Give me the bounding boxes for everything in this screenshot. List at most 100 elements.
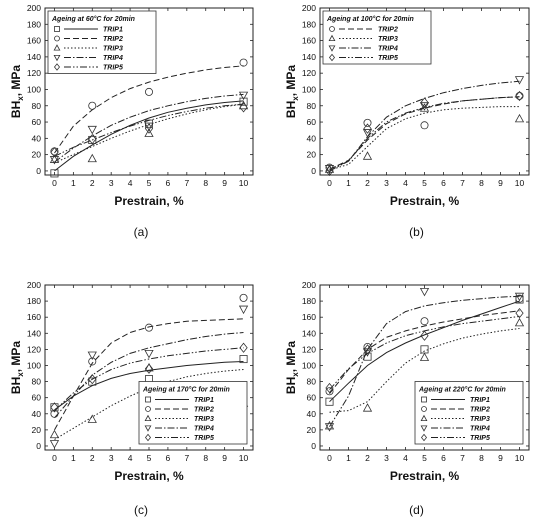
- y-tick-label: 160: [27, 312, 41, 322]
- data-point-trip5: [50, 402, 59, 413]
- y-tick-label: 20: [32, 150, 42, 160]
- x-tick-label: 0: [52, 178, 57, 188]
- x-tick-label: 5: [147, 178, 152, 188]
- x-tick-label: 9: [498, 178, 503, 188]
- y-tick-label: 200: [302, 280, 316, 290]
- x-tick-label: 10: [515, 453, 525, 463]
- data-point-trip4: [514, 292, 525, 302]
- data-point-trip1: [239, 97, 248, 106]
- panel-label: (c): [134, 503, 148, 517]
- data-point-trip5: [88, 374, 97, 385]
- y-tick-label: 40: [307, 133, 317, 143]
- fit-line-trip3: [329, 328, 520, 413]
- data-point-trip3: [419, 103, 430, 112]
- legend-label-trip1: TRIP1: [194, 397, 214, 404]
- legend-box: [414, 381, 524, 445]
- chart-panel-1: 0 20 40 60 80 100 120 140 160 180 200 0 1 2 3 4 5 6 7 8 9 10 P…: [9, 3, 254, 239]
- chart-panel-4: 0 20 40 60 80 100 120 140 160 180 200 0 1 2 3 4 5 6 7 8 9 10 P…: [284, 280, 530, 517]
- x-tick-label: 1: [346, 453, 351, 463]
- data-point-trip2: [515, 294, 524, 303]
- y-tick-label: 120: [27, 344, 41, 354]
- legend-marker-trip5: [420, 433, 428, 442]
- y-tick-label: 0: [311, 441, 316, 451]
- data-point-trip3: [362, 403, 373, 412]
- data-point-trip1: [239, 355, 248, 364]
- y-tick-label: 140: [27, 52, 41, 62]
- x-tick-label: 3: [384, 453, 389, 463]
- y-tick-label: 100: [302, 360, 316, 370]
- data-point-trip3: [144, 362, 154, 372]
- legend-label-trip2: TRIP2: [103, 36, 123, 43]
- data-point-trip2: [239, 293, 248, 302]
- y-tick-label: 180: [302, 296, 316, 306]
- legend-box: [47, 10, 157, 74]
- x-tick-label: 3: [109, 178, 114, 188]
- legend-label-trip3: TRIP3: [470, 416, 490, 423]
- x-tick-label: 4: [128, 453, 133, 463]
- y-tick-label: 0: [36, 166, 41, 176]
- legend-box: [138, 381, 248, 445]
- data-point-trip5: [363, 344, 372, 355]
- x-tick-label: 6: [441, 453, 446, 463]
- legend-marker-trip3: [328, 34, 336, 42]
- legend-marker-trip1: [54, 26, 60, 32]
- legend-label-trip4: TRIP4: [378, 46, 398, 53]
- y-tick-label: 80: [32, 377, 42, 387]
- y-tick-label: 140: [27, 328, 41, 338]
- data-point-trip5: [325, 382, 334, 394]
- legend-marker-trip3: [144, 414, 152, 422]
- x-axis-label: Prestrain, %: [390, 469, 460, 483]
- data-point-trip4: [87, 351, 97, 360]
- x-axis-label: Prestrain, %: [114, 194, 184, 208]
- y-axis-label: BHx, MPa: [9, 341, 25, 394]
- data-point-trip3: [87, 153, 97, 163]
- legend-label-trip5: TRIP5: [103, 65, 123, 72]
- data-point-trip2: [420, 121, 429, 130]
- data-point-trip1: [420, 345, 429, 354]
- data-point-trip2: [144, 323, 153, 332]
- panel-label: (b): [409, 225, 424, 239]
- data-point-trip4: [238, 91, 249, 101]
- legend-marker-trip4: [420, 425, 428, 432]
- y-tick-label: 80: [307, 101, 317, 111]
- data-point-trip5: [239, 342, 248, 353]
- x-tick-label: 6: [166, 453, 171, 463]
- y-tick-label: 40: [32, 409, 42, 419]
- x-tick-label: 0: [327, 453, 332, 463]
- fit-line-trip3: [329, 106, 520, 171]
- y-tick-label: 40: [307, 409, 317, 419]
- x-tick-label: 10: [239, 453, 249, 463]
- y-tick-label: 100: [27, 84, 41, 94]
- legend-label-trip2: TRIP2: [194, 407, 214, 414]
- x-tick-label: 5: [147, 453, 152, 463]
- legend-label-trip2: TRIP2: [470, 407, 490, 414]
- data-point-trip1: [50, 169, 59, 178]
- data-point-trip2: [50, 409, 59, 418]
- legend-marker-trip3: [53, 44, 61, 51]
- data-point-trip5: [515, 90, 524, 102]
- data-point-trip4: [87, 125, 97, 135]
- fit-line-trip2: [54, 65, 244, 154]
- y-tick-label: 0: [311, 166, 316, 176]
- y-tick-label: 120: [302, 68, 316, 78]
- data-point-trip2: [325, 163, 334, 172]
- y-tick-label: 200: [27, 280, 41, 290]
- x-tick-label: 9: [222, 178, 227, 188]
- y-tick-label: 80: [307, 377, 317, 387]
- y-tick-label: 20: [32, 425, 42, 435]
- legend: Ageing at 170°C for 20min TRIP1 TRIP2 TRIP3…: [138, 381, 248, 445]
- y-axis-label: BHx, MPa: [284, 341, 300, 394]
- y-tick-label: 180: [302, 19, 316, 29]
- data-point-trip4: [362, 129, 373, 138]
- x-tick-label: 3: [384, 178, 389, 188]
- data-point-trip4: [419, 287, 430, 297]
- legend-label-trip5: TRIP5: [470, 435, 490, 442]
- data-point-trip1: [325, 397, 334, 406]
- fit-line-trip2: [329, 310, 520, 395]
- x-tick-label: 0: [327, 178, 332, 188]
- fit-line-trip1: [329, 300, 520, 403]
- fit-line-trip4: [54, 93, 244, 163]
- legend-title: Ageing at 220°C for 20min: [418, 386, 506, 394]
- panel-label: (a): [134, 225, 149, 239]
